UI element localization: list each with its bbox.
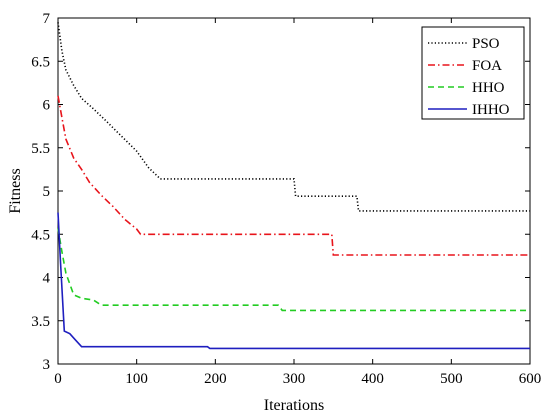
legend: PSO FOA HHO IHHO: [421, 26, 525, 120]
legend-label-foa: FOA: [472, 58, 502, 74]
x-tick-label: 400: [361, 371, 384, 387]
axis-ticks: 0 100 200 300 400 500 600 3 3.5 4 4.5 5 5.5 6 6.5 7: [31, 11, 541, 387]
y-tick-label: 6: [43, 98, 51, 114]
y-axis-title: Fitness: [7, 168, 24, 213]
y-tick-label: 5.5: [31, 141, 50, 157]
y-tick-label: 4.5: [31, 227, 50, 243]
series-line-foa: [57, 95, 530, 256]
y-tick-label: 4: [43, 271, 51, 287]
x-tick-label: 500: [440, 371, 463, 387]
x-tick-label: 300: [283, 371, 306, 387]
legend-label-hho: HHO: [472, 80, 505, 96]
x-tick-label: 100: [125, 371, 148, 387]
y-tick-label: 3.5: [31, 314, 50, 330]
legend-label-pso: PSO: [472, 36, 500, 52]
y-tick-label: 7: [43, 11, 51, 27]
x-tick-label: 600: [519, 371, 542, 387]
series-line-ihho: [57, 212, 530, 350]
series-lines: [57, 22, 530, 350]
x-tick-label: 200: [204, 371, 227, 387]
y-tick-label: 3: [43, 357, 51, 373]
y-tick-label: 6.5: [31, 54, 50, 70]
x-axis-title: Iterations: [264, 397, 324, 414]
series-line-hho: [57, 228, 530, 312]
x-tick-label: 0: [54, 371, 62, 387]
y-tick-label: 5: [43, 184, 51, 200]
legend-label-ihho: IHHO: [472, 102, 510, 118]
